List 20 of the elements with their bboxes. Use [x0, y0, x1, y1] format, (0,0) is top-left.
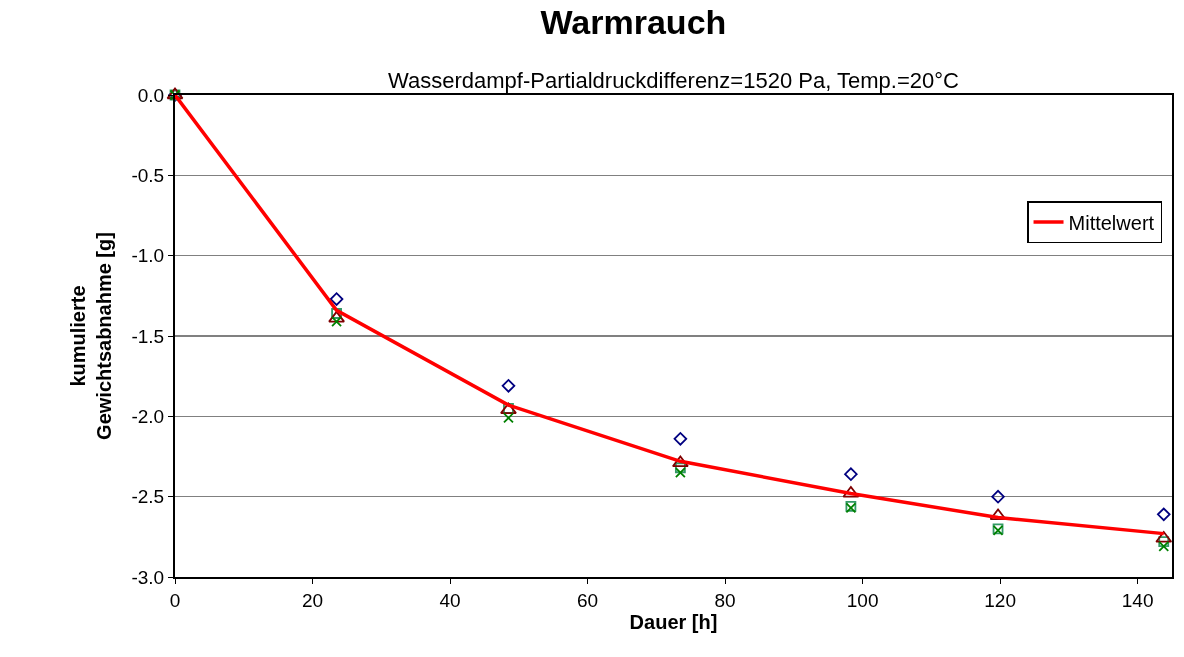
y-tick-label: -3.0 [131, 566, 165, 588]
x-tick-label: 140 [1121, 589, 1154, 611]
legend-label: Mittelwert [1068, 211, 1155, 234]
y-axis-title: kumulierte Gewichtsabnahme [g] [67, 232, 116, 440]
x-axis-title: Dauer [h] [629, 610, 718, 633]
x-tick-label: 40 [439, 589, 461, 611]
y-tick-label: 0.0 [137, 84, 165, 106]
x-tick-label: 20 [301, 589, 324, 611]
x-tick-label: 100 [846, 589, 879, 611]
chart-title: Warmrauch [540, 2, 727, 41]
chart-subtitle: Wasserdampf-Partialdruckdifferenz=1520 Pa, Temp.=20°C [388, 68, 960, 93]
y-tick-label: -1.5 [131, 325, 165, 347]
y-tick-label: -1.0 [131, 245, 165, 267]
y-tick-label: -2.5 [131, 486, 165, 508]
x-tick-label: 80 [714, 589, 736, 611]
x-tick-label: 120 [984, 589, 1016, 611]
y-tick-label: -2.0 [131, 405, 165, 427]
x-tick-label: 60 [576, 589, 599, 611]
y-tick-label: -0.5 [131, 164, 165, 186]
x-tick-label: 0 [169, 589, 181, 611]
